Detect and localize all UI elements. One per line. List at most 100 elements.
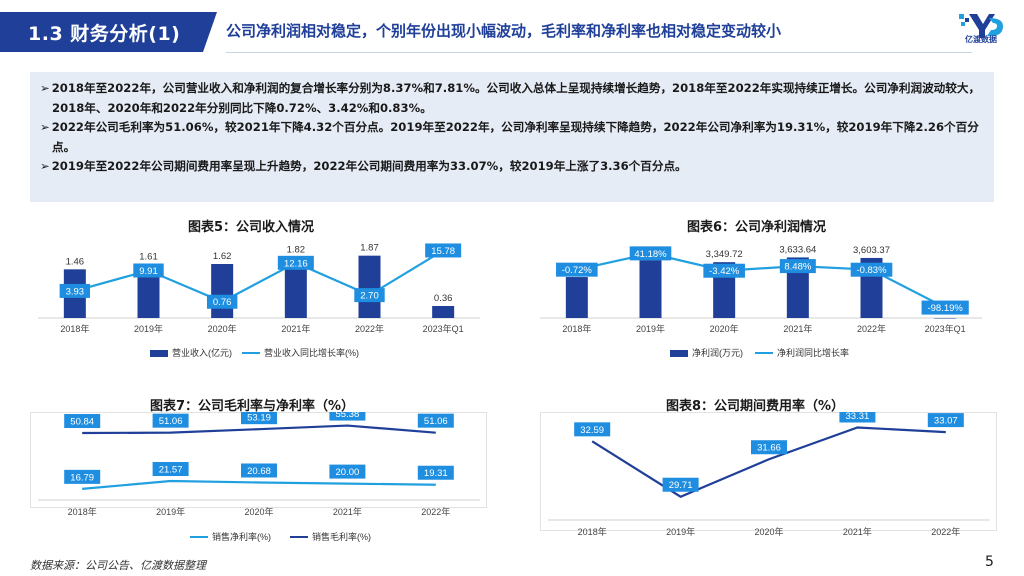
series-value-label: 20.68: [247, 466, 271, 477]
bar: [284, 257, 307, 318]
chart8-svg: 2018年 2019年 2020年 2021年 2022年 32.59 29.71 31.66…: [540, 412, 997, 537]
x-tick-label: 2019年: [636, 323, 665, 334]
bar: [137, 264, 160, 318]
x-tick-label: 2018年: [60, 323, 89, 334]
x-tick-label: 2018年: [68, 506, 97, 517]
chart5-revenue: 1.46 2018年 1.61 2019年 1.62 2020年 1.82 2021年 1.87…: [30, 236, 488, 366]
series-value-label-bg: [751, 440, 787, 455]
series-line: [591, 426, 946, 498]
growth-value-label: -0.83%: [856, 265, 887, 276]
legend-bar-swatch: [670, 350, 688, 357]
section-tab-edge: [203, 12, 217, 52]
series-value-label: 55.38: [336, 412, 360, 420]
chart6-title: 图表6：公司净利润情况: [687, 220, 827, 235]
page-header: 1.3 财务分析(1) 公司净利润相对稳定，个别年份出现小幅波动，毛利率和净利率…: [0, 0, 1024, 64]
bar: [565, 277, 588, 318]
series-value-label-bg: [64, 414, 101, 429]
series-value-label-bg: [417, 465, 454, 480]
growth-value-label: 41.18%: [634, 249, 667, 260]
series-value-label-bg: [927, 413, 964, 428]
series-value-label: 29.71: [669, 480, 693, 491]
x-tick-label: 2023年Q1: [423, 323, 464, 334]
legend-bar-swatch: [150, 350, 168, 357]
series-value-label: 33.31: [846, 412, 870, 422]
summary-item: ➢ 2018年至2022年，公司营业收入和净利润的复合增长率分别为8.37%和7.…: [40, 81, 981, 115]
bar-value-label: 3,603.37: [853, 245, 890, 256]
growth-value-label: 15.78: [431, 246, 455, 257]
legend-label: 销售毛利率(%): [312, 531, 371, 542]
bar-value-label: 3,349.72: [706, 249, 743, 260]
series-value-label: 53.19: [247, 413, 271, 424]
series-value-label-bg: [241, 412, 277, 425]
series-value-label-bg: [152, 413, 189, 428]
x-tick-label: 2018年: [578, 526, 607, 537]
growth-line: [576, 252, 946, 309]
series-value-label-bg: [839, 412, 876, 423]
bullet-arrow-icon: ➢: [40, 159, 50, 174]
bar: [211, 264, 234, 318]
legend-line-label: 净利润同比增长率: [777, 347, 849, 358]
x-tick-label: 2022年: [931, 526, 960, 537]
x-tick-label: 2018年: [562, 323, 591, 334]
bar: [639, 260, 662, 318]
series-value-label-bg: [152, 462, 189, 477]
chart5-title: 图表5：公司收入情况: [188, 220, 315, 235]
x-tick-label: 2020年: [754, 526, 783, 537]
x-tick-label: 2021年: [281, 323, 310, 334]
growth-line: [74, 249, 444, 303]
bullet-arrow-icon: ➢: [40, 81, 50, 95]
chart7-margins: 2018年 2019年 2020年 2021年 2022年 16.79 21.57 20.68…: [30, 412, 488, 547]
chart8-expense-ratio: 2018年 2019年 2020年 2021年 2022年 32.59 29.71 31.66…: [540, 412, 998, 547]
x-tick-label: 2021年: [333, 506, 362, 517]
page-number: 5: [985, 554, 994, 570]
series-value-label: 51.06: [159, 416, 183, 427]
bar-value-label: 3,633.64: [779, 244, 816, 255]
legend-bar-label: 营业收入(亿元): [172, 347, 232, 358]
growth-value-label-bg: [921, 300, 969, 315]
growth-value-label: 0.76: [213, 297, 232, 308]
series-value-label: 20.00: [336, 467, 360, 478]
series-value-label-bg: [64, 469, 101, 484]
series-line: [82, 479, 436, 490]
logo-text: 亿渡数据: [965, 35, 997, 44]
bar: [358, 255, 381, 318]
bar-value-label: 1.87: [360, 243, 379, 254]
x-tick-label: 2019年: [666, 526, 695, 537]
x-tick-label: 2021年: [843, 526, 872, 537]
x-tick-label: 2023年Q1: [925, 323, 966, 334]
chart7-title: 图表7：公司毛利率与净利率（%）: [150, 399, 355, 414]
series-value-label: 16.79: [70, 472, 94, 483]
section-title: 1.3 财务分析(1): [0, 12, 203, 52]
growth-value-label: -98.19%: [927, 303, 963, 314]
growth-value-label: -3.42%: [709, 266, 740, 277]
chart6-svg: 2,456.662018年3,468.252019年3,349.722020年3…: [540, 244, 982, 358]
chart8-title: 图表8：公司期间费用率（%）: [666, 399, 845, 414]
bullet-arrow-icon: ➢: [40, 120, 50, 135]
x-tick-label: 2019年: [156, 506, 185, 517]
growth-value-label-bg: [779, 259, 816, 274]
growth-value-label: 9.91: [139, 266, 158, 277]
bar-value-label: 1.82: [287, 244, 306, 255]
x-tick-label: 2022年: [857, 323, 886, 334]
bar-value-label: 1.61: [139, 251, 158, 262]
series-value-label-bg: [662, 477, 699, 492]
bar: [934, 317, 957, 319]
growth-value-label-bg: [59, 283, 91, 298]
legend-bar-label: 净利润(万元): [692, 347, 743, 358]
growth-value-label: 8.48%: [784, 262, 811, 273]
growth-value-label-bg: [206, 294, 238, 309]
bar: [432, 306, 455, 318]
x-tick-label: 2022年: [421, 506, 450, 517]
header-divider: [226, 52, 972, 53]
bar-value-label: 1.46: [66, 256, 85, 267]
growth-value-label-bg: [850, 262, 893, 277]
x-tick-label: 2019年: [134, 323, 163, 334]
series-line: [82, 424, 436, 435]
series-value-label: 19.31: [424, 468, 448, 479]
summary-box: ➢ 2018年至2022年，公司营业收入和净利润的复合增长率分别为8.37%和7.…: [30, 72, 994, 202]
chart5-svg: 1.46 2018年 1.61 2019年 1.62 2020年 1.82 2021年 1.87…: [38, 243, 480, 358]
series-value-label: 33.07: [934, 416, 958, 427]
x-tick-label: 2022年: [355, 323, 384, 334]
growth-value-label-bg: [133, 263, 164, 278]
growth-value-label-bg: [354, 288, 385, 303]
